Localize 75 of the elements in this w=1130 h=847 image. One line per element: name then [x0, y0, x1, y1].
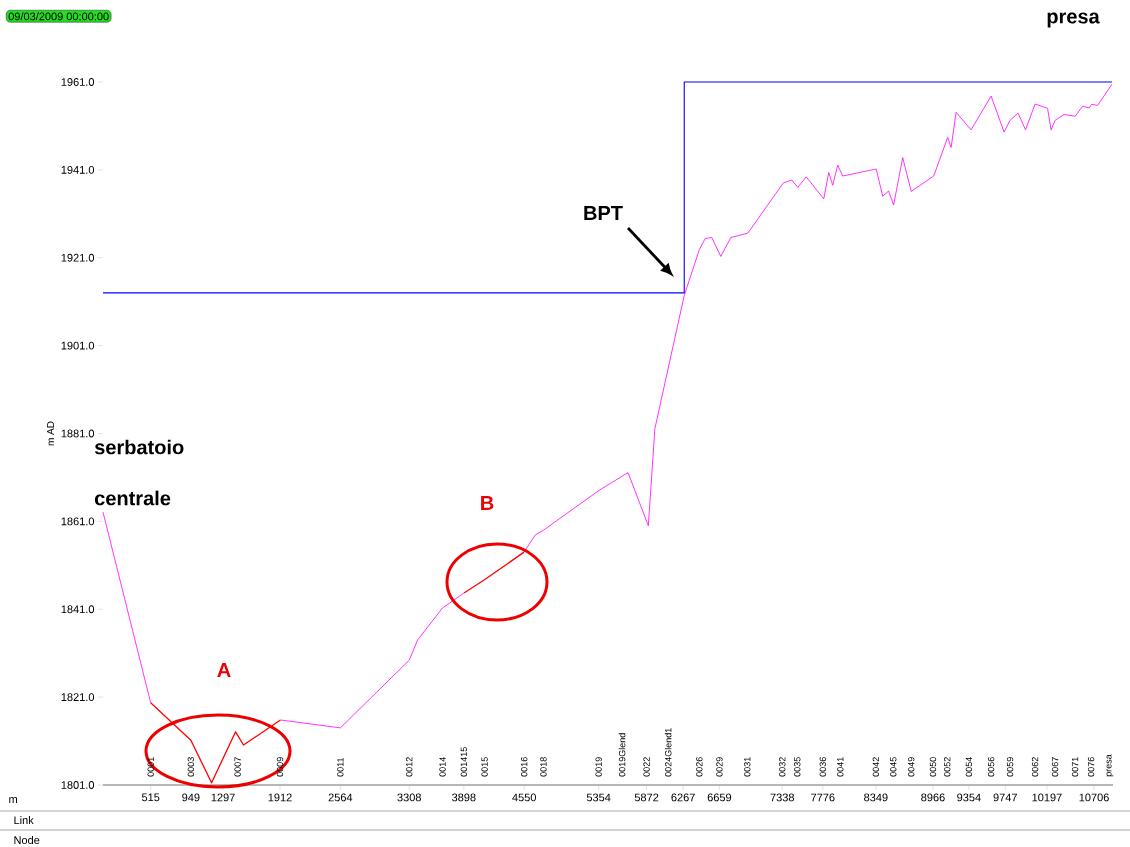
annotation: 0022 [643, 757, 650, 777]
x-tick-label: 6267 [671, 793, 695, 802]
annotation: 0024Glend1 [664, 728, 672, 777]
annotation: 0035 [794, 757, 801, 777]
y-tick-label: 1821.0 [61, 693, 95, 702]
x-axis-title: m [9, 797, 17, 803]
y-tick-label: 1961.0 [61, 78, 95, 86]
annotation: 0042 [872, 757, 880, 777]
annotation: 0011 [337, 757, 344, 777]
x-tick-label: 1912 [268, 793, 292, 802]
x-tick-label: 5872 [634, 793, 659, 802]
x-tick-label: 7338 [770, 793, 795, 802]
annotation: 0041 [837, 757, 844, 777]
y-tick-label: 1901.0 [61, 341, 95, 350]
text: presa [1047, 12, 1100, 28]
y-tick-label: 1861.0 [61, 517, 95, 526]
y-tick-label: 1941.0 [61, 165, 95, 174]
annotation: 0049 [908, 757, 915, 777]
x-tick-label: 9354 [957, 793, 981, 802]
y-tick-label: 1801.0 [61, 781, 95, 789]
annotation: 0045 [890, 757, 897, 777]
x-tick-label: 3308 [397, 793, 421, 802]
annotation: 0032 [779, 757, 786, 777]
y-tick-label: 1841.0 [61, 605, 95, 614]
annotation: 001415 [460, 747, 468, 777]
x-tick-label: 1297 [211, 793, 235, 802]
text: Link [14, 816, 34, 824]
x-tick-label: 10197 [1032, 793, 1062, 802]
annotation: 0012 [406, 757, 413, 777]
annotation: serbatoio [94, 439, 184, 455]
y-axis-title: m AD [47, 421, 54, 446]
annotation: 0059 [1006, 757, 1014, 777]
annotation: A [217, 663, 231, 677]
annotation: 0014 [439, 757, 446, 777]
annotation: 0062 [1031, 757, 1039, 777]
x-tick-label: 2564 [328, 793, 353, 802]
annotation: 0067 [1051, 757, 1059, 777]
x-tick-label: 10706 [1079, 793, 1109, 802]
x-tick-label: 5354 [586, 793, 611, 802]
x-tick-label: 515 [141, 793, 160, 802]
annotation: 0003 [187, 757, 195, 777]
annotation: 0031 [744, 757, 751, 777]
annotation: BPT [584, 206, 623, 220]
annotation: 0029 [716, 757, 723, 777]
x-tick-label: 4550 [512, 793, 536, 802]
x-tick-label: 8349 [864, 793, 888, 802]
text: Node [14, 835, 40, 845]
annotation: 0071 [1071, 757, 1079, 777]
y-tick-label: 1921.0 [61, 253, 95, 262]
annotation: 0026 [696, 757, 703, 777]
annotation: 0018 [540, 757, 547, 777]
annotation: 0019 [595, 757, 602, 777]
x-tick-label: 8966 [921, 793, 945, 802]
annotation: 0036 [819, 757, 827, 777]
annotation: 0052 [944, 757, 951, 777]
y-tick-label: 1881.0 [61, 429, 95, 438]
x-tick-label: 9747 [993, 793, 1017, 802]
annotation: 0050 [929, 757, 937, 777]
annotation: 0054 [965, 757, 973, 777]
annotation: B [481, 496, 494, 510]
x-tick-label: 949 [182, 793, 200, 802]
annotation: 0015 [481, 757, 488, 777]
annotation: presa [1106, 754, 1114, 777]
annotation: 0019Glend [618, 733, 626, 777]
annotation: 0009 [276, 757, 284, 777]
text: 09/03/2009 00:00:00 [8, 12, 109, 21]
x-tick-label: 3898 [452, 793, 476, 802]
annotation: 0001 [147, 757, 154, 777]
annotation: 0016 [521, 757, 528, 777]
annotation: 0076 [1087, 757, 1095, 777]
x-tick-label: 6659 [707, 793, 732, 802]
annotation: centrale [94, 490, 171, 506]
annotation: 0007 [234, 757, 241, 777]
annotation: 0056 [987, 757, 995, 777]
x-tick-label: 7776 [811, 793, 835, 802]
